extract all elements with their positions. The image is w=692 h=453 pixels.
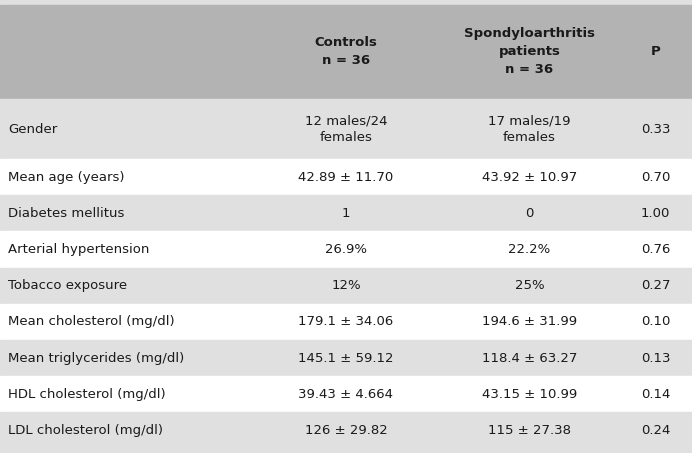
Text: 12%: 12% [331, 279, 361, 292]
Text: 0: 0 [525, 207, 534, 220]
Text: 43.92 ± 10.97: 43.92 ± 10.97 [482, 171, 577, 183]
Text: 1.00: 1.00 [641, 207, 671, 220]
Text: 126 ± 29.82: 126 ± 29.82 [304, 424, 388, 437]
Bar [0, 304, 692, 340]
Bar [0, 5, 692, 99]
Text: 115 ± 27.38: 115 ± 27.38 [488, 424, 571, 437]
Text: 0.70: 0.70 [641, 171, 671, 183]
Text: 0.76: 0.76 [641, 243, 671, 256]
Text: P: P [650, 45, 661, 58]
Text: 0.27: 0.27 [641, 279, 671, 292]
Text: Arterial hypertension: Arterial hypertension [8, 243, 149, 256]
Text: Diabetes mellitus: Diabetes mellitus [8, 207, 125, 220]
Bar [0, 195, 692, 231]
Bar [0, 412, 692, 448]
Text: 1: 1 [342, 207, 350, 220]
Bar [0, 231, 692, 268]
Text: 0.24: 0.24 [641, 424, 671, 437]
Text: 0.13: 0.13 [641, 352, 671, 365]
Text: Mean triglycerides (mg/dl): Mean triglycerides (mg/dl) [8, 352, 185, 365]
Bar [0, 340, 692, 376]
Text: Controls
n = 36: Controls n = 36 [315, 37, 377, 67]
Text: 12 males/24
females: 12 males/24 females [304, 114, 388, 144]
Bar [0, 159, 692, 195]
Text: 194.6 ± 31.99: 194.6 ± 31.99 [482, 315, 577, 328]
Text: 42.89 ± 11.70: 42.89 ± 11.70 [298, 171, 394, 183]
Text: 145.1 ± 59.12: 145.1 ± 59.12 [298, 352, 394, 365]
Text: 0.10: 0.10 [641, 315, 671, 328]
Text: Spondyloarthritis
patients
n = 36: Spondyloarthritis patients n = 36 [464, 28, 595, 77]
Bar [0, 99, 692, 159]
Text: 25%: 25% [515, 279, 544, 292]
Text: 0.14: 0.14 [641, 388, 671, 401]
Text: 17 males/19
females: 17 males/19 females [488, 114, 571, 144]
Text: Tobacco exposure: Tobacco exposure [8, 279, 127, 292]
Text: 179.1 ± 34.06: 179.1 ± 34.06 [298, 315, 394, 328]
Text: Mean age (years): Mean age (years) [8, 171, 125, 183]
Bar [0, 268, 692, 304]
Bar [0, 376, 692, 412]
Text: 118.4 ± 63.27: 118.4 ± 63.27 [482, 352, 577, 365]
Text: 43.15 ± 10.99: 43.15 ± 10.99 [482, 388, 577, 401]
Text: 22.2%: 22.2% [508, 243, 551, 256]
Text: Gender: Gender [8, 123, 57, 136]
Text: HDL cholesterol (mg/dl): HDL cholesterol (mg/dl) [8, 388, 166, 401]
Text: LDL cholesterol (mg/dl): LDL cholesterol (mg/dl) [8, 424, 163, 437]
Text: Mean cholesterol (mg/dl): Mean cholesterol (mg/dl) [8, 315, 175, 328]
Text: 39.43 ± 4.664: 39.43 ± 4.664 [298, 388, 394, 401]
Text: 0.33: 0.33 [641, 123, 671, 136]
Text: 26.9%: 26.9% [325, 243, 367, 256]
